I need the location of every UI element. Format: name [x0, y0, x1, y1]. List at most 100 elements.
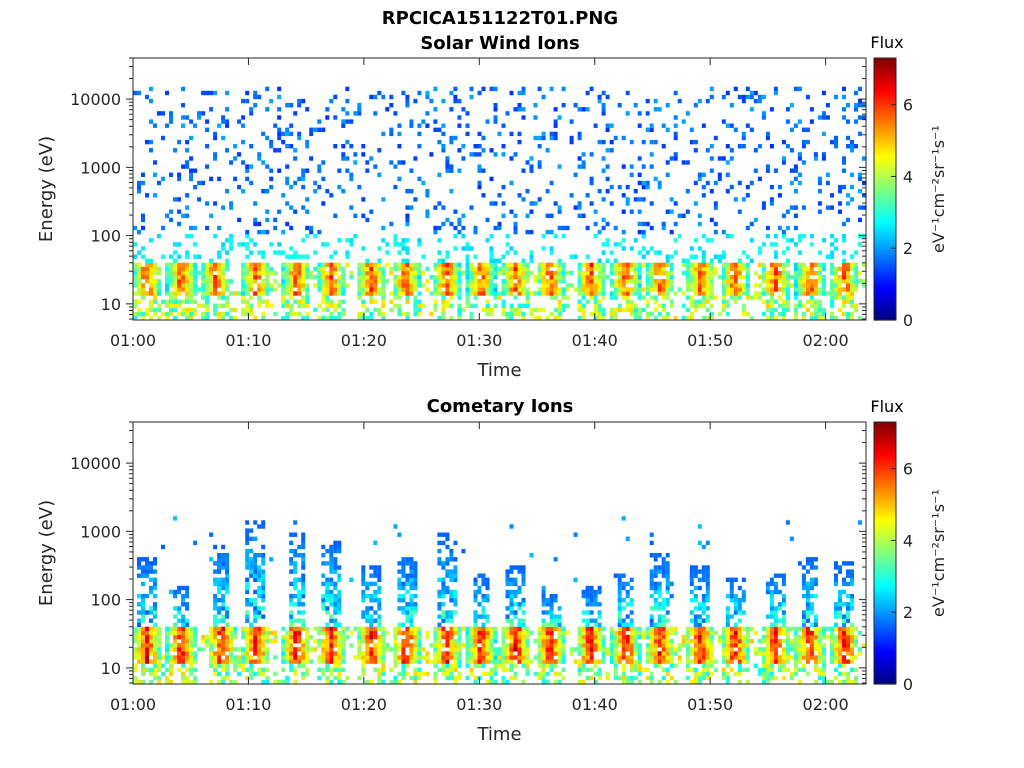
- flux-cell: [545, 270, 550, 276]
- flux-cell: [205, 303, 210, 308]
- flux-cell: [305, 643, 310, 648]
- flux-cell: [625, 679, 630, 685]
- flux-cell: [517, 655, 522, 660]
- flux-cell: [613, 258, 618, 263]
- flux-cell: [846, 283, 850, 288]
- flux-cell: [381, 295, 386, 300]
- flux-cell: [801, 311, 806, 317]
- flux-cell: [313, 250, 318, 255]
- flux-cell: [225, 119, 230, 124]
- flux-cell: [493, 647, 498, 652]
- flux-cell: [289, 103, 294, 108]
- flux-cell: [457, 311, 462, 317]
- flux-cell: [153, 610, 157, 615]
- flux-cell: [785, 279, 790, 284]
- flux-cell: [661, 565, 666, 570]
- flux-cell: [269, 176, 274, 182]
- colorbar-step: [874, 134, 896, 138]
- flux-cell: [858, 242, 862, 247]
- flux-cell: [133, 275, 137, 280]
- flux-cell: [445, 279, 450, 284]
- flux-cell: [161, 176, 165, 182]
- flux-cell: [189, 299, 194, 304]
- flux-cell: [725, 172, 730, 177]
- flux-cell: [281, 279, 286, 284]
- flux-cell: [253, 557, 258, 562]
- flux-cell: [153, 307, 157, 313]
- colorbar-step: [874, 241, 896, 245]
- flux-cell: [369, 626, 374, 632]
- flux-cell: [529, 254, 534, 259]
- flux-cell: [397, 131, 402, 137]
- flux-cell: [169, 311, 173, 317]
- flux-cell: [337, 287, 342, 292]
- flux-cell: [145, 291, 149, 296]
- flux-cell: [733, 283, 738, 288]
- flux-cell: [413, 634, 418, 640]
- flux-cell: [181, 598, 186, 603]
- flux-cell: [745, 94, 750, 100]
- flux-cell: [417, 131, 422, 137]
- flux-cell: [225, 614, 230, 619]
- flux-cell: [821, 307, 826, 313]
- flux-cell: [157, 634, 161, 640]
- flux-cell: [657, 250, 662, 255]
- flux-cell: [205, 127, 210, 132]
- flux-cell: [661, 123, 666, 128]
- flux-cell: [437, 283, 442, 288]
- flux-cell: [209, 176, 214, 182]
- flux-cell: [469, 86, 474, 92]
- flux-cell: [289, 602, 294, 607]
- flux-cell: [257, 565, 262, 570]
- flux-cell: [365, 315, 370, 321]
- flux-cell: [189, 168, 194, 173]
- flux-cell: [253, 618, 258, 623]
- flux-cell: [413, 679, 418, 685]
- flux-cell: [173, 303, 178, 308]
- flux-cell: [561, 655, 566, 660]
- flux-cell: [133, 639, 137, 644]
- flux-cell: [173, 275, 178, 280]
- flux-cell: [541, 593, 546, 599]
- flux-cell: [685, 307, 690, 313]
- flux-cell: [597, 610, 602, 615]
- flux-cell: [157, 279, 161, 284]
- flux-cell: [834, 275, 838, 280]
- flux-cell: [301, 626, 306, 632]
- flux-cell: [834, 246, 838, 251]
- flux-cell: [153, 262, 157, 268]
- flux-cell: [513, 565, 518, 570]
- flux-cell: [617, 651, 622, 656]
- flux-cell: [269, 630, 274, 636]
- flux-cell: [769, 311, 774, 317]
- flux-cell: [321, 606, 326, 611]
- flux-cell: [858, 279, 862, 284]
- flux-cell: [493, 291, 498, 296]
- flux-cell: [433, 107, 438, 112]
- flux-cell: [657, 291, 662, 296]
- flux-cell: [593, 291, 598, 296]
- flux-cell: [173, 643, 178, 648]
- flux-cell: [645, 275, 650, 280]
- flux-cell: [701, 291, 706, 296]
- flux-cell: [449, 557, 454, 562]
- flux-cell: [553, 643, 558, 648]
- flux-cell: [777, 311, 782, 317]
- flux-cell: [257, 626, 262, 632]
- flux-cell: [549, 598, 554, 603]
- flux-cell: [145, 258, 149, 263]
- flux-cell: [197, 111, 202, 116]
- flux-cell: [689, 315, 694, 321]
- flux-cell: [485, 303, 490, 308]
- flux-cell: [601, 639, 606, 644]
- flux-cell: [733, 197, 738, 202]
- colorbar-step: [874, 175, 896, 179]
- flux-cell: [153, 266, 157, 272]
- flux-cell: [657, 303, 662, 308]
- flux-cell: [273, 250, 278, 255]
- flux-cell: [846, 291, 850, 296]
- flux-cell: [517, 651, 522, 656]
- flux-cell: [653, 98, 658, 104]
- flux-cell: [649, 634, 654, 640]
- flux-cell: [149, 634, 153, 640]
